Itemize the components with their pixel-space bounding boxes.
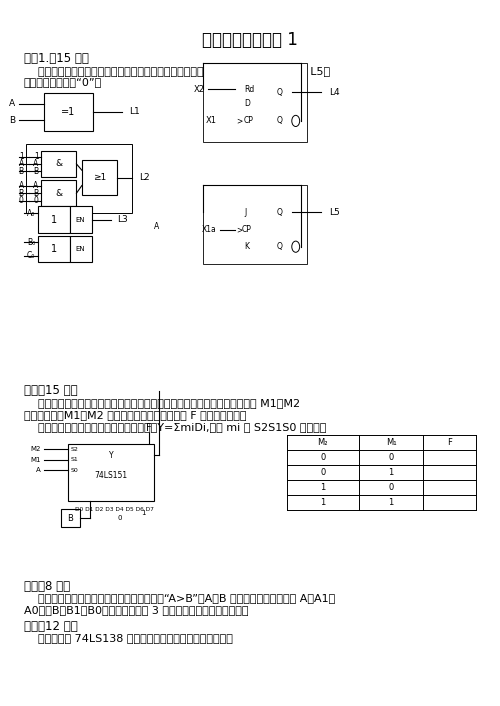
Text: M1: M1 (30, 457, 41, 462)
Bar (204, 63, 306, 142)
Bar (26, 144, 132, 213)
Text: X1a: X1a (202, 225, 216, 234)
Text: 74LS151: 74LS151 (94, 471, 128, 479)
Bar (41, 180, 76, 206)
Text: L3: L3 (117, 215, 128, 225)
Text: 1: 1 (50, 244, 56, 254)
Text: 0: 0 (388, 483, 394, 492)
Text: 1: 1 (320, 498, 326, 507)
Text: A: A (34, 181, 38, 191)
Text: L1: L1 (130, 107, 140, 116)
Text: 数字电子技术基础 1: 数字电子技术基础 1 (202, 30, 298, 49)
Text: K: K (244, 242, 249, 251)
Text: X1: X1 (206, 116, 216, 126)
Bar (41, 150, 76, 177)
Bar (236, 77, 292, 138)
Text: F: F (146, 423, 152, 433)
Text: B: B (18, 167, 24, 176)
Text: A₀: A₀ (27, 208, 35, 217)
Text: 1: 1 (388, 498, 394, 507)
Text: CP: CP (244, 116, 254, 126)
Text: &: & (55, 160, 62, 169)
Text: F: F (447, 438, 452, 447)
Text: M₂: M₂ (318, 438, 328, 447)
Text: J: J (244, 208, 246, 217)
Text: >: > (236, 225, 243, 234)
Bar (82, 160, 117, 196)
Text: CP: CP (241, 225, 251, 234)
Text: 试根据图示输入信号波形分别画出各电路相应的输出信号波形 L1、L2、L3、L4、和 L5。: 试根据图示输入信号波形分别画出各电路相应的输出信号波形 L1、L2、L3、L4、… (24, 66, 330, 76)
Text: S0: S0 (70, 467, 78, 472)
Text: S1: S1 (70, 457, 78, 462)
Text: =1: =1 (61, 107, 75, 117)
Text: 一、1.（15 分）: 一、1.（15 分） (24, 52, 88, 65)
Text: 0: 0 (388, 453, 394, 462)
Text: L4: L4 (328, 88, 340, 97)
Text: 0: 0 (118, 515, 122, 521)
Text: B₀: B₀ (27, 238, 35, 247)
Text: 设各触发器初态为“0”。: 设各触发器初态为“0”。 (24, 78, 102, 88)
Text: L5: L5 (328, 208, 340, 217)
Text: 四．（12 分）: 四．（12 分） (24, 619, 78, 633)
Bar (204, 185, 306, 264)
Text: 已知由八选一数据选择器组成的逻辑电路如下所示。试按步骤分析该电路在 M1、M2: 已知由八选一数据选择器组成的逻辑电路如下所示。试按步骤分析该电路在 M1、M2 (24, 398, 300, 408)
Text: 三．（8 分）: 三．（8 分） (24, 580, 70, 593)
Bar (60, 509, 80, 527)
Text: 1: 1 (142, 510, 146, 516)
Text: A: A (9, 99, 15, 108)
Text: 1: 1 (19, 152, 24, 161)
Text: 取不同值时（M1、M2 取值情况如下表所示）输出 F 的逻辑表达式。: 取不同值时（M1、M2 取值情况如下表所示）输出 F 的逻辑表达式。 (24, 410, 246, 420)
Text: M₁: M₁ (386, 438, 396, 447)
Text: Q: Q (277, 208, 283, 217)
Text: B: B (34, 189, 38, 198)
Text: D0 D1 D2 D3 D4 D5 D6 D7: D0 D1 D2 D3 D4 D5 D6 D7 (75, 508, 154, 513)
Text: A: A (36, 467, 41, 473)
Text: M2: M2 (30, 446, 41, 453)
Text: C₀: C₀ (27, 251, 35, 261)
Text: 0: 0 (19, 196, 24, 205)
Text: A: A (18, 160, 24, 169)
Text: ≥1: ≥1 (93, 174, 106, 182)
Text: 0: 0 (320, 468, 326, 477)
Text: B: B (34, 167, 38, 176)
Bar (38, 206, 70, 233)
Text: 1: 1 (388, 468, 394, 477)
Text: D: D (244, 99, 250, 107)
Text: A: A (154, 222, 159, 231)
Text: EN: EN (76, 246, 86, 252)
Text: 1: 1 (320, 483, 326, 492)
Text: >: > (236, 116, 243, 126)
Text: A: A (18, 181, 24, 191)
Text: EN: EN (76, 217, 86, 223)
Bar (44, 92, 92, 131)
Text: X2: X2 (194, 85, 204, 93)
Text: A0）、B（B1、B0）。要求用三个 3 输入或与门和一个门来实现。: A0）、B（B1、B0）。要求用三个 3 输入或与门和一个门来实现。 (24, 605, 248, 615)
Text: B: B (68, 514, 73, 523)
Text: 1: 1 (34, 152, 38, 161)
Text: L2: L2 (140, 174, 150, 182)
Bar (68, 443, 154, 501)
Text: &: & (55, 189, 62, 198)
Text: Rd: Rd (244, 85, 254, 93)
Text: Y: Y (109, 450, 114, 460)
Text: 八选一数据选择器输出端逻辑表达式为：Y=ΣmiDi,其中 mi 是 S2S1S0 最小项。: 八选一数据选择器输出端逻辑表达式为：Y=ΣmiDi,其中 mi 是 S2S1S0… (24, 422, 326, 432)
Text: 0: 0 (320, 453, 326, 462)
Text: 试按步骤设计一个组合逻辑电路，实现语句“A>B”，A、B 均为两位二进制数，即 A（A1、: 试按步骤设计一个组合逻辑电路，实现语句“A>B”，A、B 均为两位二进制数，即 … (24, 593, 335, 603)
Text: B: B (9, 116, 15, 125)
Text: 二．（15 分）: 二．（15 分） (24, 384, 78, 397)
Text: Q: Q (277, 242, 283, 251)
Text: B: B (18, 189, 24, 198)
Text: A: A (34, 160, 38, 169)
Text: 0: 0 (34, 196, 38, 205)
Bar (70, 236, 92, 263)
Text: 1: 1 (50, 215, 56, 225)
Text: Q: Q (277, 88, 283, 97)
Bar (38, 236, 70, 263)
Bar (70, 206, 92, 233)
Text: Q: Q (277, 116, 283, 126)
Text: 试按步骤用 74LS138 和门电路产生如下多输出逻辑函数。: 试按步骤用 74LS138 和门电路产生如下多输出逻辑函数。 (24, 633, 233, 642)
Text: S2: S2 (70, 447, 78, 452)
Bar (236, 199, 292, 261)
